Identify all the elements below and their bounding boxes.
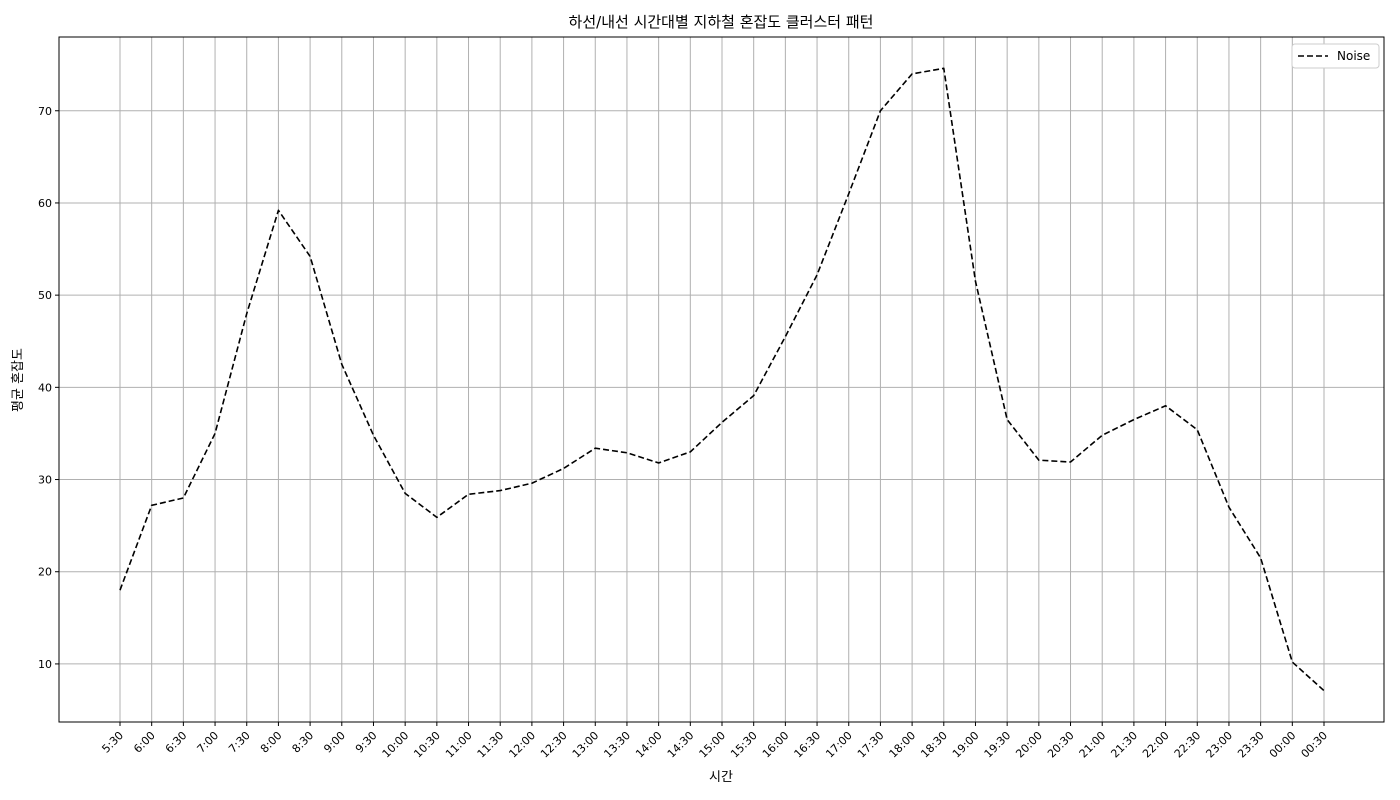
y-tick-label: 60 bbox=[38, 197, 52, 210]
data-point bbox=[879, 109, 882, 112]
data-point bbox=[1291, 661, 1294, 664]
data-point bbox=[1227, 506, 1230, 509]
data-point bbox=[1132, 418, 1135, 421]
y-tick-label: 40 bbox=[38, 381, 52, 394]
data-point bbox=[182, 496, 185, 499]
data-point bbox=[562, 467, 565, 470]
data-point bbox=[847, 192, 850, 195]
data-point bbox=[689, 450, 692, 453]
data-point bbox=[942, 67, 945, 70]
data-point bbox=[1037, 459, 1040, 462]
chart-title: 하선/내선 시간대별 지하철 혼잡도 클러스터 패턴 bbox=[569, 13, 874, 31]
data-point bbox=[594, 447, 597, 450]
data-point bbox=[657, 461, 660, 464]
data-point bbox=[816, 273, 819, 276]
data-point bbox=[1259, 556, 1262, 559]
data-point bbox=[1101, 434, 1104, 437]
y-tick-label: 70 bbox=[38, 105, 52, 118]
data-point bbox=[1006, 418, 1009, 421]
data-point bbox=[1069, 461, 1072, 464]
data-point bbox=[911, 72, 914, 75]
data-point bbox=[1164, 404, 1167, 407]
y-tick-label: 20 bbox=[38, 566, 52, 579]
data-point bbox=[245, 312, 248, 315]
y-tick-label: 30 bbox=[38, 474, 52, 487]
data-point bbox=[372, 434, 375, 437]
data-point bbox=[499, 489, 502, 492]
data-point bbox=[974, 280, 977, 283]
data-point bbox=[625, 451, 628, 454]
series-layer bbox=[119, 67, 1326, 692]
y-tick-label: 50 bbox=[38, 289, 52, 302]
data-point bbox=[404, 492, 407, 495]
data-point bbox=[214, 432, 217, 435]
legend: Noise bbox=[1291, 43, 1380, 69]
data-point bbox=[277, 209, 280, 212]
series-line-noise bbox=[119, 67, 1325, 692]
legend-box bbox=[1291, 43, 1380, 69]
data-point bbox=[1323, 689, 1326, 692]
data-point bbox=[435, 516, 438, 519]
data-point bbox=[1196, 428, 1199, 431]
data-point bbox=[119, 589, 122, 592]
data-point bbox=[721, 421, 724, 424]
data-point bbox=[752, 394, 755, 397]
data-point bbox=[784, 335, 787, 338]
data-point bbox=[150, 504, 153, 507]
data-point bbox=[467, 493, 470, 496]
data-point bbox=[309, 255, 312, 258]
legend-label: Noise bbox=[1337, 49, 1370, 63]
data-point bbox=[340, 363, 343, 366]
data-point bbox=[530, 482, 533, 485]
y-tick-label: 10 bbox=[38, 658, 52, 671]
y-tick-layer: 10 20 30 40 50 60 70 bbox=[38, 105, 59, 671]
x-axis-label: 시간 bbox=[709, 770, 733, 785]
grid-layer bbox=[59, 37, 1384, 722]
y-axis-label: 평균 혼잡도 bbox=[11, 348, 26, 412]
